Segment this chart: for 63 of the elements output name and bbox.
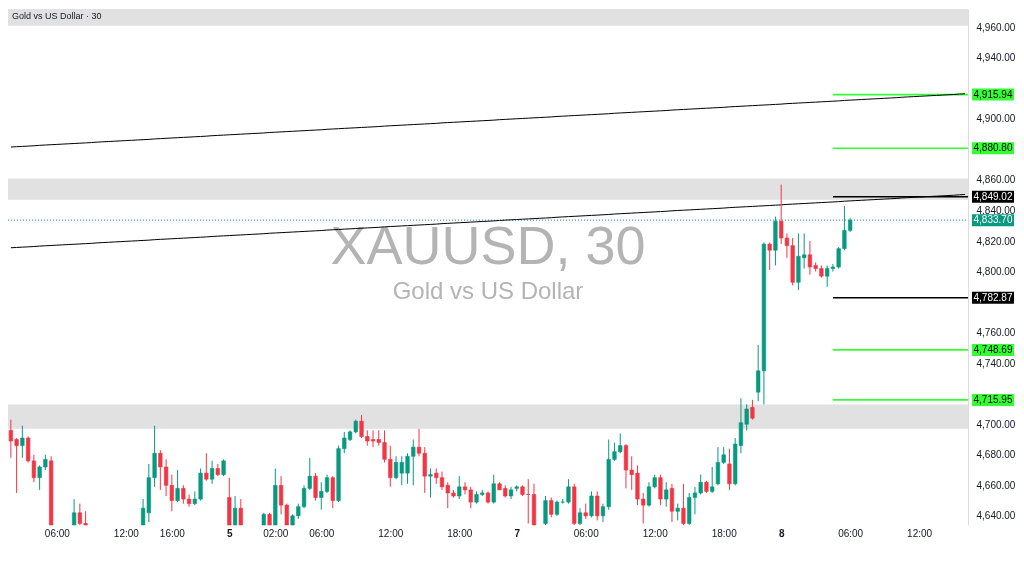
candlestick xyxy=(710,466,715,494)
candlestick xyxy=(457,475,462,500)
ref-line-label: 4,880.80 xyxy=(973,142,1013,154)
candlestick xyxy=(209,460,215,485)
y-tick-label: 4,800.00 xyxy=(976,266,1016,278)
candlestick xyxy=(750,399,755,421)
ref-line-label: 4,849.02 xyxy=(973,190,1013,202)
chart-title: Gold vs US Dollar · 30 xyxy=(12,11,102,21)
x-tick-label: 7 xyxy=(514,527,521,539)
candlestick xyxy=(727,448,732,491)
candlestick xyxy=(175,469,180,503)
annotation: XAUUSD, 30 xyxy=(330,215,646,275)
annotation: Gold vs US Dollar xyxy=(392,277,584,304)
y-tick-label: 4,760.00 xyxy=(976,327,1016,339)
candlestick xyxy=(595,490,600,521)
y-tick-label: 4,840.00 xyxy=(976,205,1016,217)
candlestick xyxy=(204,452,209,482)
candlestick xyxy=(232,495,238,526)
x-tick-label: 16:00 xyxy=(159,527,186,539)
ref-line-label: 4,833.70 xyxy=(973,214,1013,226)
x-tick-label: 8 xyxy=(778,527,785,539)
candlestick xyxy=(428,468,433,499)
y-tick-label: 4,740.00 xyxy=(976,357,1016,369)
y-tick-label: 4,660.00 xyxy=(976,479,1016,491)
x-tick-label: 02:00 xyxy=(263,527,289,539)
x-tick-label: 12:00 xyxy=(378,527,404,539)
candlestick xyxy=(549,497,554,518)
y-tick-label: 4,860.00 xyxy=(976,174,1016,186)
ref-line-label: 4,748.69 xyxy=(973,343,1013,355)
line-series xyxy=(10,93,966,148)
ref-line-label: 4,782.87 xyxy=(973,291,1013,303)
x-tick-label: 18:00 xyxy=(711,527,738,539)
candlestick xyxy=(20,425,25,459)
x-tick-label: 12:00 xyxy=(113,527,140,539)
candlestick xyxy=(72,498,77,526)
candlestick xyxy=(589,490,594,518)
candlestick xyxy=(330,475,335,509)
y-tick-label: 4,960.00 xyxy=(976,21,1016,33)
y-tick-label: 4,900.00 xyxy=(976,113,1016,125)
candlestick xyxy=(491,474,496,505)
x-tick-label: 12:00 xyxy=(907,527,933,539)
candlestick xyxy=(681,483,686,526)
x-tick-label: 06:00 xyxy=(44,527,71,539)
x-tick-label: 06:00 xyxy=(838,527,864,539)
ref-line-label: 4,915.94 xyxy=(973,88,1013,100)
y-tick-label: 4,820.00 xyxy=(976,235,1016,247)
candlestick xyxy=(313,472,318,502)
x-tick-label: 5 xyxy=(227,527,234,539)
candlestick xyxy=(767,242,772,271)
y-tick-label: 4,640.00 xyxy=(976,510,1016,522)
ref-line-label: 4,715.95 xyxy=(973,393,1013,405)
candlestick xyxy=(543,495,548,526)
candlestick xyxy=(664,481,669,508)
candlestick xyxy=(658,474,663,506)
x-tick-label: 06:00 xyxy=(309,527,335,539)
x-tick-label: 18:00 xyxy=(447,527,473,539)
candlestick xyxy=(238,498,243,526)
y-tick-label: 4,680.00 xyxy=(976,449,1016,461)
x-tick-label: 06:00 xyxy=(573,527,600,539)
y-tick-label: 4,940.00 xyxy=(976,52,1016,64)
x-tick-label: 12:00 xyxy=(642,527,669,539)
candlestick xyxy=(669,483,675,523)
y-tick-label: 4,700.00 xyxy=(976,418,1016,430)
